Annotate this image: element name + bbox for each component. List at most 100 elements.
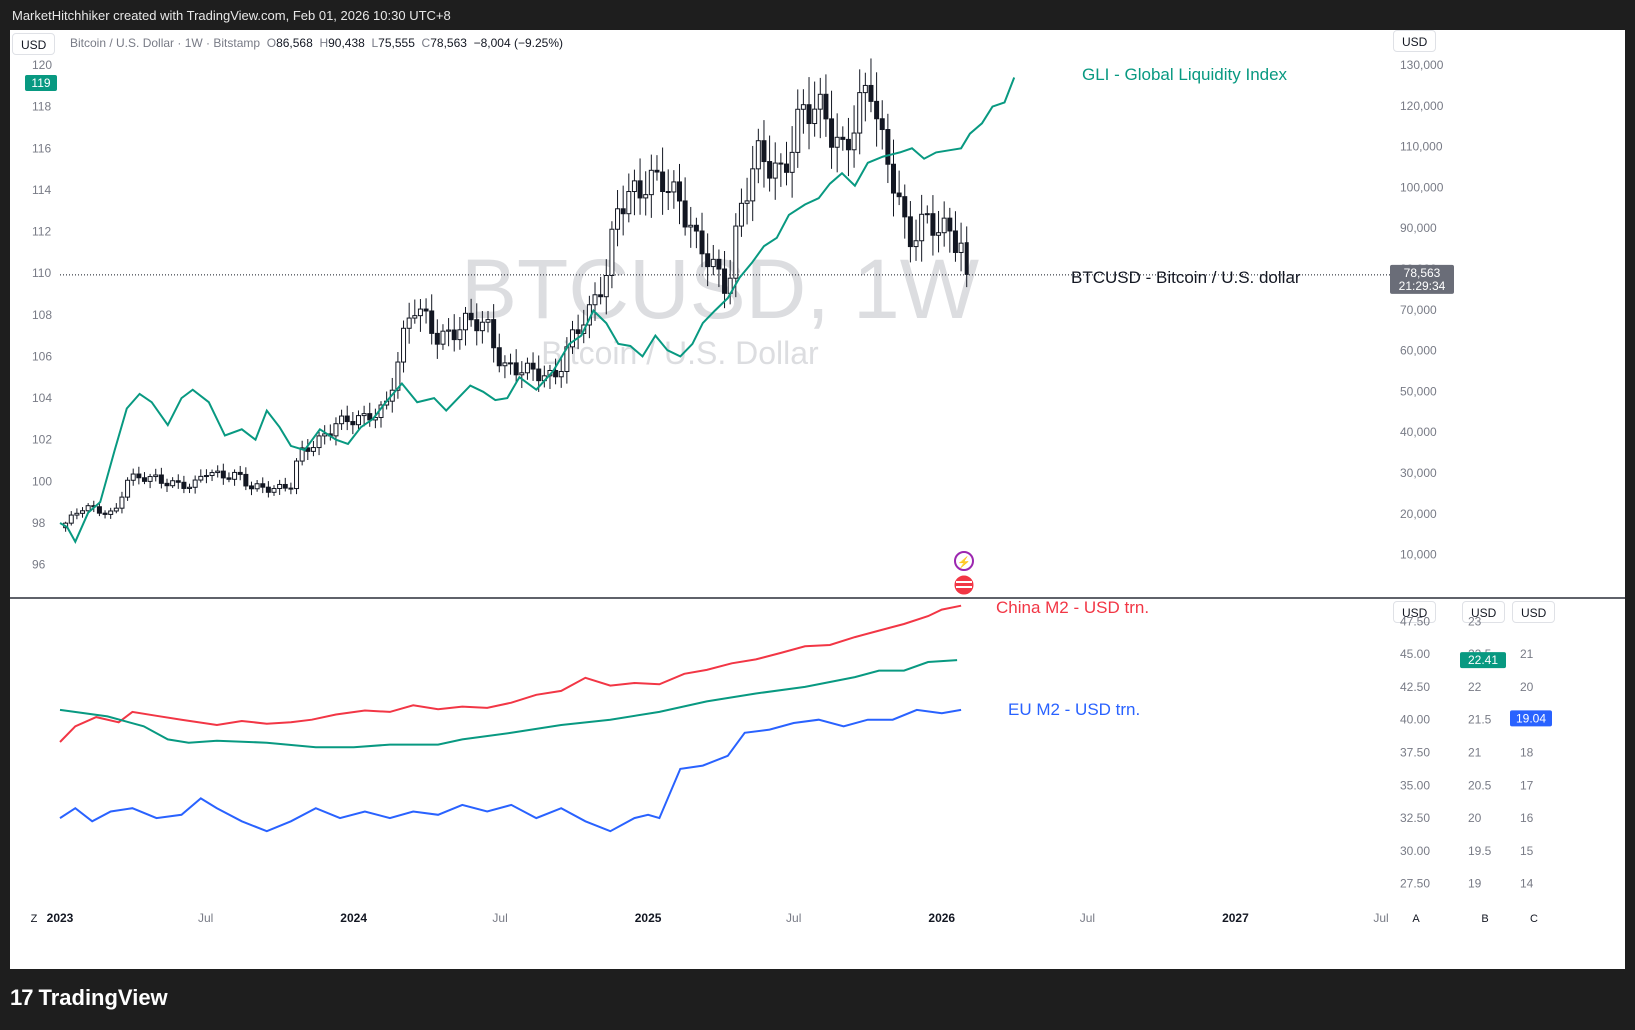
china-axis-tick: 47.50 — [1400, 614, 1430, 628]
gli-annotation: GLI - Global Liquidity Index — [1082, 65, 1288, 84]
gli-axis-tick: 102 — [32, 433, 52, 447]
gli-axis-tick: 120 — [32, 58, 52, 72]
price-axis-tick: 30,000 — [1400, 466, 1437, 480]
eu-axis-tick: 16 — [1520, 811, 1534, 825]
btc-candle — [682, 200, 688, 228]
gli-last-badge — [25, 75, 57, 91]
btc-candle — [783, 163, 789, 173]
btc-candle — [299, 447, 305, 462]
chart-credit: MarketHitchhiker created with TradingVie… — [12, 8, 451, 23]
btc-candle — [113, 507, 119, 512]
btc-candle — [834, 136, 840, 148]
event-lightning-icon — [954, 551, 974, 571]
china-axis-tick: 42.50 — [1400, 680, 1430, 694]
btc-candle — [671, 181, 677, 193]
btc-candle — [772, 162, 778, 179]
legend-high-label: H — [319, 36, 329, 50]
btc-candle — [558, 370, 564, 378]
legend-high: 90,438 — [328, 36, 365, 50]
btc-candle — [457, 329, 463, 341]
btc-candle — [310, 447, 316, 452]
btc-candle — [181, 481, 187, 489]
gli-last-value: 119 — [31, 76, 50, 90]
btc-candle — [699, 230, 705, 255]
time-axis-tick: Jul — [1080, 911, 1095, 925]
time-axis-tick: 2023 — [47, 911, 74, 925]
btc-candle — [553, 369, 559, 378]
btc-candle — [474, 319, 480, 332]
gli-axis-tick: 118 — [32, 100, 51, 114]
btc-candle — [744, 200, 750, 204]
right-scale-currency-button[interactable]: USD — [1393, 30, 1437, 52]
tradingview-logo-icon: 17 — [10, 985, 34, 1010]
btc-candle — [130, 473, 136, 481]
btc-candle — [333, 423, 339, 437]
green-axis-tick: 20.5 — [1468, 778, 1492, 792]
btc-candle — [862, 84, 868, 94]
legend-close: 78,563 — [430, 36, 467, 50]
btc-candle — [423, 308, 429, 312]
btc-candle — [840, 136, 846, 140]
eu-axis-tick: 21 — [1520, 647, 1534, 661]
btc-candle — [851, 132, 857, 151]
btc-candle — [660, 171, 666, 193]
btc-candle — [367, 413, 373, 421]
green-last-badge — [1460, 652, 1506, 669]
tradingview-footer: 17 TradingView — [10, 985, 168, 1011]
time-axis-tick: Jul — [1373, 911, 1388, 925]
price-axis-tick: 120,000 — [1400, 99, 1444, 113]
btc-candle — [401, 327, 407, 363]
btc-candle — [941, 217, 947, 234]
btc-candle — [502, 362, 508, 367]
btc-candle — [74, 512, 80, 516]
btc-candle — [170, 480, 176, 487]
pane2-scale-c-currency-button[interactable]: USD — [1512, 601, 1556, 623]
btc-candle — [468, 312, 474, 321]
green-axis-tick: 22 — [1468, 680, 1482, 694]
scale-a-button: A — [1412, 913, 1420, 925]
btc-candle — [885, 129, 891, 165]
pane2-scale-a-currency-button[interactable]: USD — [1393, 601, 1437, 623]
btc-candle — [462, 312, 468, 331]
eu-axis-tick: 15 — [1520, 844, 1534, 858]
scale-c-button: C — [1530, 913, 1538, 925]
gli-line — [59, 77, 1016, 544]
btc-candle — [829, 118, 835, 148]
btc-candle — [350, 421, 356, 426]
btc-candle — [406, 317, 412, 329]
btc-candle — [412, 315, 418, 319]
china-axis-tick: 35.00 — [1400, 778, 1430, 792]
btc-candle — [485, 319, 491, 323]
us-flag-stripe — [956, 581, 972, 583]
price-axis-tick: 90,000 — [1400, 221, 1437, 235]
btc-candle — [575, 329, 581, 334]
price-axis-tick: 40,000 — [1400, 425, 1437, 439]
btc-candle — [947, 217, 953, 232]
eu-axis-tick: 14 — [1520, 877, 1534, 891]
legend-symbol: Bitcoin / U.S. Dollar · 1W · Bitstamp — [70, 36, 261, 50]
btc-candle — [147, 476, 153, 482]
gli-axis-tick: 114 — [32, 183, 51, 197]
btc-candle — [339, 415, 345, 425]
us-flag-event-icon — [953, 574, 975, 596]
pane2-scale-b-currency-button[interactable]: USD — [1462, 601, 1506, 623]
gli-axis-tick: 108 — [32, 308, 52, 322]
btc-candle — [676, 181, 682, 202]
btc-candle — [451, 329, 457, 341]
btc-candle — [603, 274, 609, 298]
green-last-value: 22.41 — [1468, 653, 1498, 667]
btc-candle — [220, 470, 226, 479]
btc-candle — [288, 487, 294, 490]
us-flag-stripe — [956, 586, 972, 588]
green-axis-tick: 19.5 — [1468, 844, 1492, 858]
btc-candle — [361, 413, 367, 417]
time-axis-tick: 2024 — [340, 911, 367, 925]
btc-candle — [125, 479, 131, 498]
btc-candle — [755, 140, 761, 170]
btc-candle — [237, 471, 243, 475]
btc-candle — [491, 319, 497, 349]
left-scale-currency-button[interactable]: USD — [12, 33, 56, 55]
btc-candle — [609, 228, 615, 276]
btc-candle — [620, 208, 626, 215]
